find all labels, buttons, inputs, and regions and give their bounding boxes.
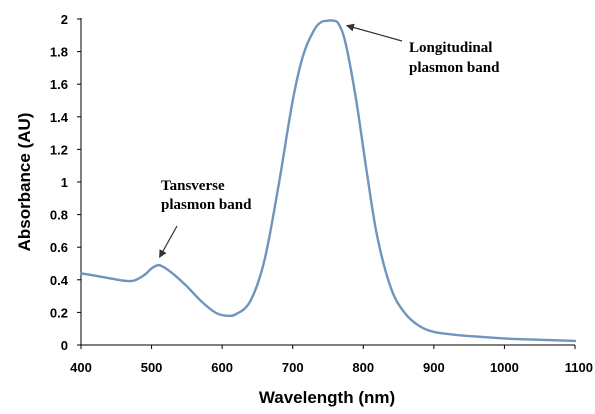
- x-tick-label: 1100: [565, 360, 593, 375]
- x-tick-label: 1000: [490, 360, 519, 375]
- y-tick-label: 2: [61, 12, 68, 27]
- annotation-label: plasmon band: [161, 197, 252, 213]
- x-tick-label: 500: [141, 360, 163, 375]
- x-tick-label: 900: [423, 360, 445, 375]
- x-tick-label: 400: [70, 360, 92, 375]
- y-tick-label: 0: [61, 338, 68, 353]
- y-tick-label: 1.8: [50, 45, 68, 60]
- x-tick-label: 800: [352, 360, 374, 375]
- y-tick-labels: 0 0.2 0.4 0.6 0.8 1 1.2 1.4 1.6 1.8 2: [50, 12, 81, 353]
- y-tick-label: 0.4: [50, 273, 69, 288]
- x-tick-label: 700: [282, 360, 304, 375]
- y-tick-label: 1.4: [50, 110, 69, 125]
- annotation-label: Longitudinal: [409, 40, 492, 56]
- x-tick-labels: 400 500 600 700 800 900 1000 1100: [70, 345, 593, 375]
- y-tick-label: 0.6: [50, 240, 68, 255]
- y-tick-label: 1: [61, 175, 68, 190]
- annotations: Tansverse plasmon band Longitudinal plasmon…: [159, 23, 500, 259]
- x-axis-title: Wavelength (nm): [259, 388, 395, 407]
- annotation-label: Tansverse: [161, 178, 225, 194]
- annotation-label: plasmon band: [409, 60, 500, 76]
- y-tick-label: 1.2: [50, 142, 68, 157]
- y-axis-title: Absorbance (AU): [15, 113, 34, 252]
- annotation-arrow: [159, 225, 178, 259]
- y-tick-label: 1.6: [50, 77, 68, 92]
- annotation-arrow: [345, 23, 403, 42]
- absorbance-curve: [79, 19, 577, 343]
- y-tick-label: 0.8: [50, 208, 68, 223]
- x-tick-label: 600: [211, 360, 233, 375]
- y-tick-label: 0.2: [50, 305, 68, 320]
